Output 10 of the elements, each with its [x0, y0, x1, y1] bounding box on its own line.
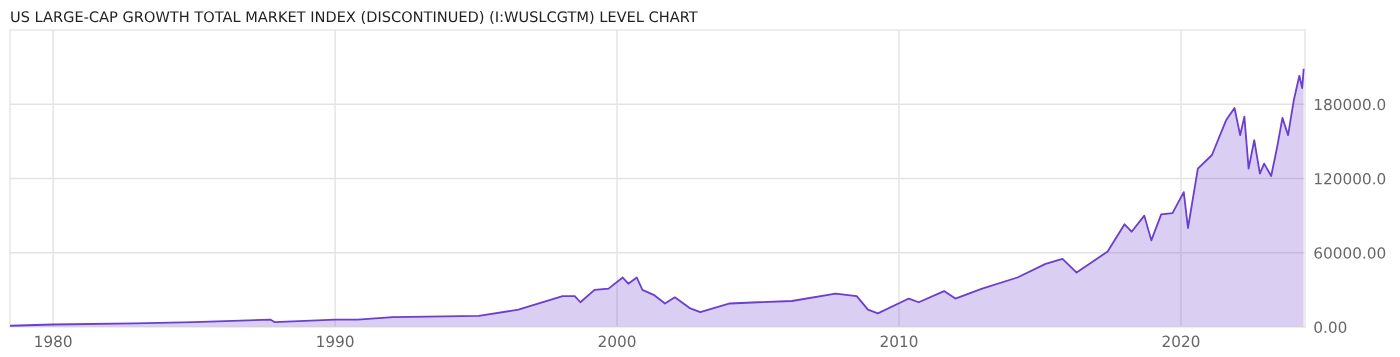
- y-tick-label: 120000.0: [1315, 172, 1386, 185]
- chart-title: US LARGE-CAP GROWTH TOTAL MARKET INDEX (DISCONTINUED) (I:WUSLCGTM) LEVEL CHART: [11, 10, 698, 24]
- x-tick-label: 1990: [317, 335, 354, 348]
- y-tick-label: 60000.00: [1314, 247, 1386, 259]
- y-tick-label: 0.00: [1314, 321, 1347, 334]
- x-tick-label: 1980: [35, 335, 72, 348]
- y-tick-label: 180000.0: [1315, 98, 1386, 111]
- x-tick-label: 2000: [598, 335, 636, 348]
- x-tick-label: 2010: [880, 335, 918, 348]
- x-tick-label: 2020: [1162, 335, 1200, 348]
